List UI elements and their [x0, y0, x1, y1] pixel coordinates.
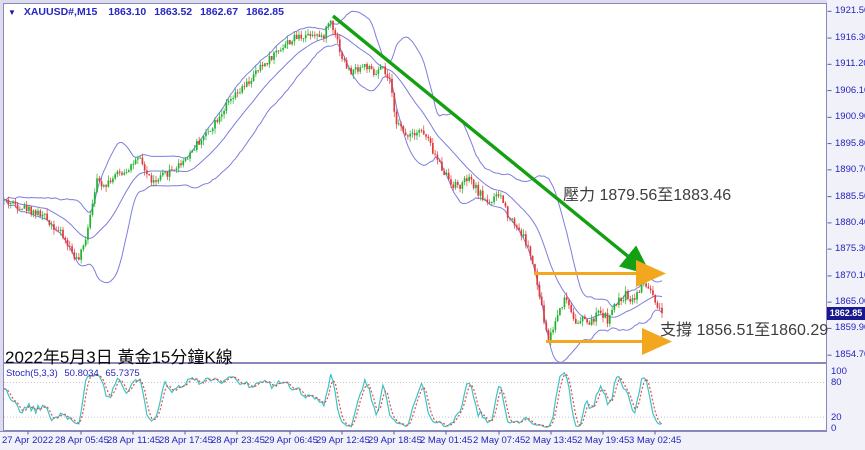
time-tick-label: 28 Apr 17:45: [159, 435, 213, 446]
price-tick-label: 1885.50: [835, 190, 865, 202]
price-tick-label: 1895.80: [835, 137, 865, 149]
time-tick-label: 28 Apr 11:45: [107, 435, 161, 446]
price-tick-label: 1859.90: [835, 322, 865, 334]
resistance-annotation-text: 壓力 1879.56至1883.46: [563, 187, 732, 204]
time-tick-label: 28 Apr 23:45: [211, 435, 265, 446]
stochastic-label: Stoch(5,3,3) 50.8034 65.7375: [6, 368, 144, 379]
price-tick-label: 1875.30: [835, 243, 865, 255]
stoch-scale-label: 100: [831, 365, 847, 377]
price-tick-label: 1880.40: [835, 216, 865, 228]
price-tick-label: 1921.50: [835, 5, 865, 17]
price-tick-label: 1916.30: [835, 32, 865, 44]
stoch-k-value: 50.8034: [64, 368, 99, 379]
time-tick-label: 2 May 13:45: [525, 435, 578, 446]
price-tick-label: 1911.20: [835, 58, 865, 70]
time-tick-label: 29 Apr 06:45: [264, 435, 318, 446]
current-price-badge: 1862.85: [827, 306, 865, 320]
support-annotation-text: 支撐 1856.51至1860.29: [660, 322, 829, 339]
time-tick-label: 2 May 19:45: [577, 435, 630, 446]
stoch-scale-label: 80: [831, 377, 842, 389]
time-tick-label: 3 May 02:45: [629, 435, 682, 446]
price-axis[interactable]: 1921.50 1916.30 1911.20 1906.10 1900.90 1895.…: [827, 0, 865, 450]
stoch-scale-label: 0: [831, 423, 837, 435]
time-tick-label: 2 May 07:45: [473, 435, 526, 446]
symbol-dropdown-icon[interactable]: ▼: [8, 8, 16, 17]
stoch-scale-label: 20: [831, 411, 842, 423]
price-tick-label: 1906.10: [835, 84, 865, 96]
chart-title-bar: ▼ XAUUSD#,M15 1863.10 1863.52 1862.67 18…: [8, 6, 289, 18]
time-tick-label: 27 Apr 2022: [2, 435, 54, 446]
close-value: 1862.85: [245, 6, 284, 18]
price-tick-label: 1890.70: [835, 163, 865, 175]
time-tick-label: 28 Apr 05:45: [55, 435, 109, 446]
open-value: 1863.10: [108, 6, 147, 18]
stoch-d-value: 65.7375: [105, 368, 140, 379]
time-axis[interactable]: 27 Apr 2022 28 Apr 05:45 28 Apr 11:45 28 Ap…: [0, 431, 827, 450]
price-tick-label: 1854.70: [835, 349, 865, 361]
symbol-timeframe-label: XAUUSD#,M15: [23, 6, 98, 18]
time-tick-label: 29 Apr 12:45: [316, 435, 370, 446]
time-tick-label: 2 May 01:45: [420, 435, 473, 446]
price-tick-label: 1870.10: [835, 269, 865, 281]
low-value: 1862.67: [200, 6, 239, 18]
price-tick-label: 1900.90: [835, 111, 865, 123]
time-tick-label: 29 Apr 18:45: [368, 435, 422, 446]
price-tick-label: 1865.00: [835, 296, 865, 308]
date-annotation-text: 2022年5月3日 黃金15分鐘K線: [5, 348, 233, 367]
stoch-settings-label: Stoch(5,3,3): [6, 368, 58, 379]
high-value: 1863.52: [154, 6, 193, 18]
